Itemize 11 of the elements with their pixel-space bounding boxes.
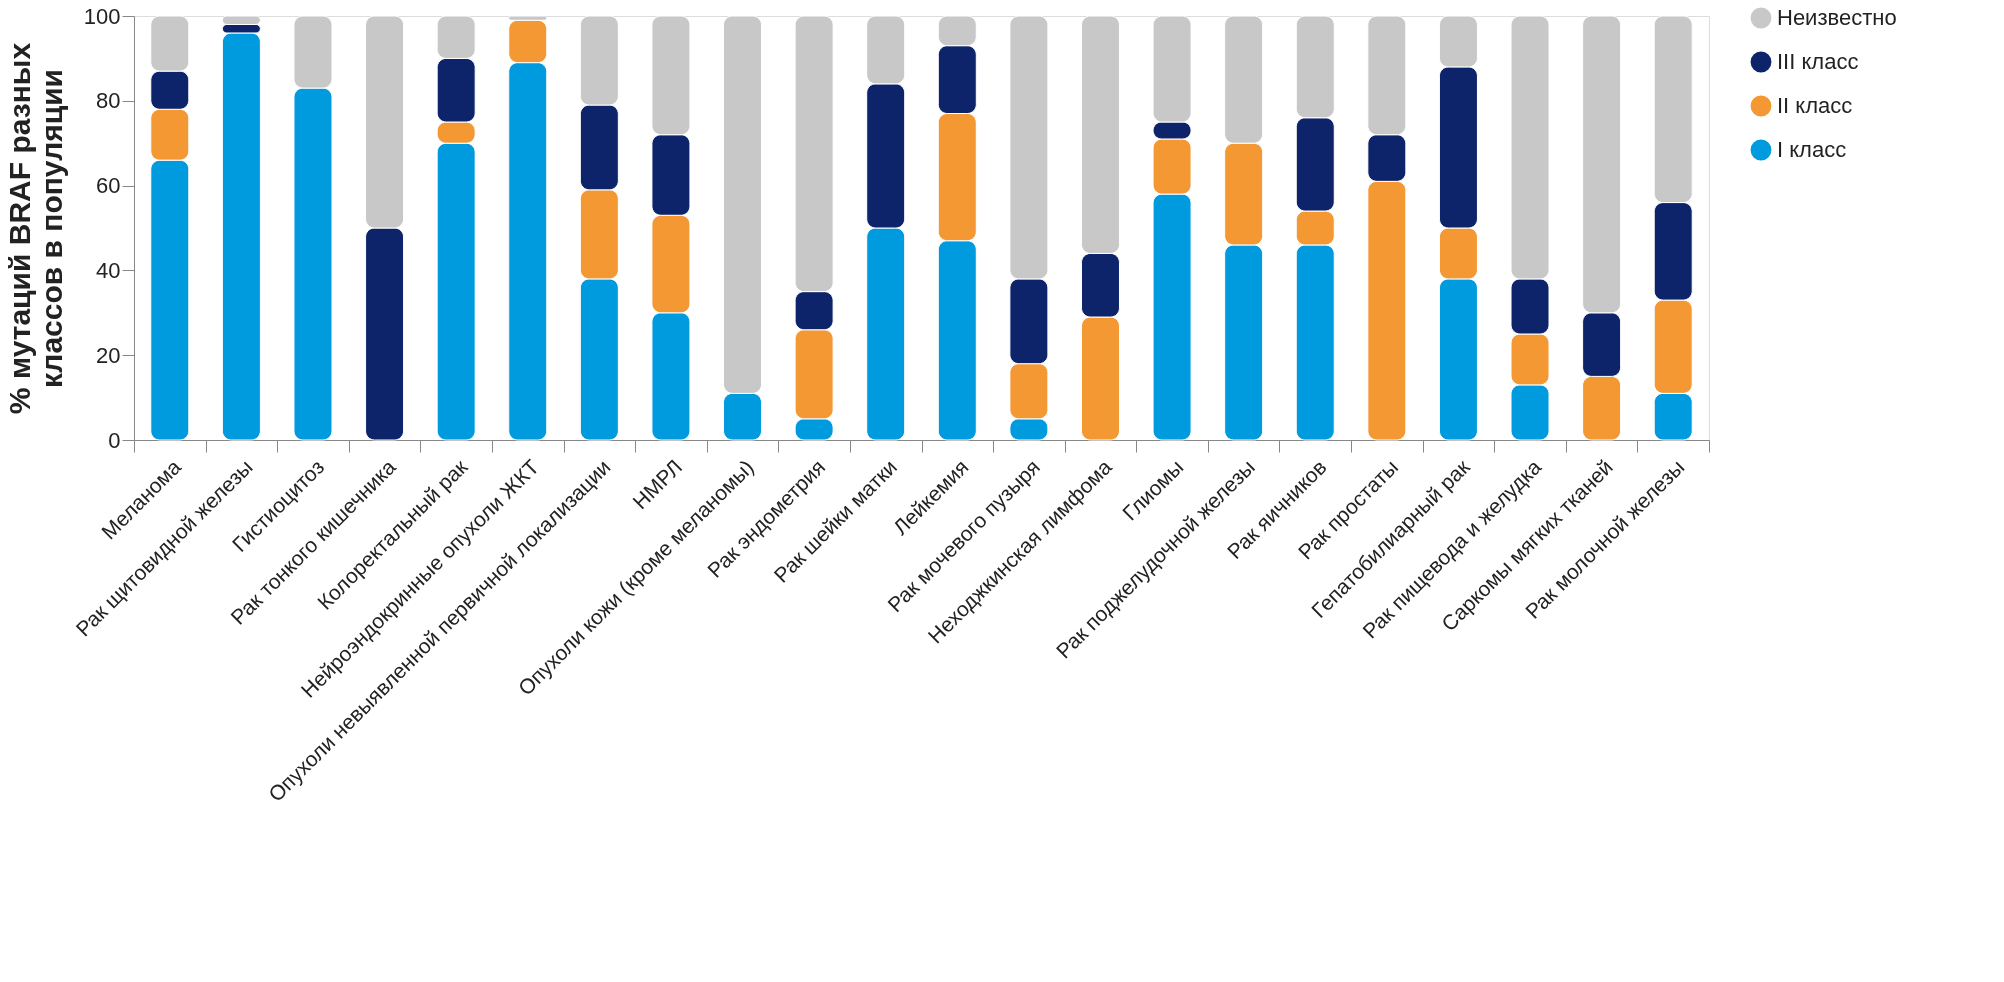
y-tick-label: 40 (96, 257, 121, 283)
legend-label: I класс (1777, 137, 1847, 162)
y-tick-label: 80 (96, 88, 121, 114)
y-axis-title: % мутаций BRAF разных классов в популяции (2, 42, 68, 415)
y-tick-label: 0 (108, 427, 121, 453)
y-tick-label: 60 (96, 173, 121, 199)
y-tick-label: 20 (96, 342, 121, 368)
legend-label: III класс (1777, 49, 1859, 74)
legend-label: II класс (1777, 93, 1853, 118)
y-tick-label: 100 (83, 3, 121, 29)
legend-label: Неизвестно (1777, 5, 1897, 30)
